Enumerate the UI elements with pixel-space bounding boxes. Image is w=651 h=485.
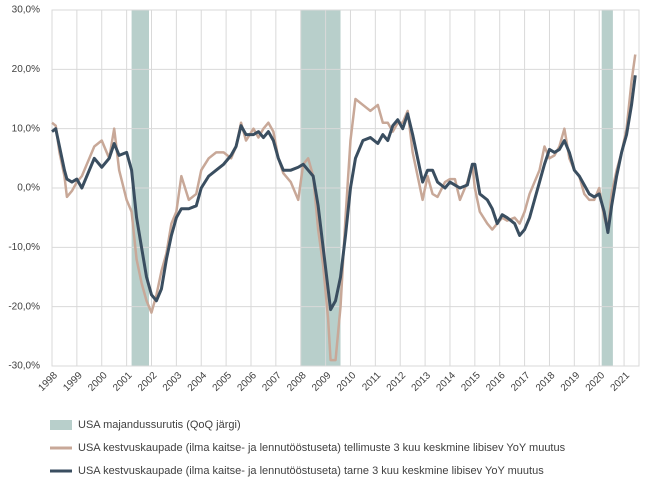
y-tick-label: 0,0% [17,183,40,194]
x-tick-label: 1998 [36,370,60,394]
x-tick-label: 2017 [509,370,533,394]
y-tick-label: -20,0% [8,301,40,312]
legend-swatch [50,420,72,430]
x-tick-label: 2007 [260,370,284,394]
x-tick-label: 2016 [484,370,508,394]
y-tick-label: 10,0% [12,123,40,134]
plot-frame [51,9,640,367]
y-tick-label: 20,0% [12,64,40,75]
x-tick-label: 2013 [410,370,434,394]
x-tick-label: 2003 [161,370,185,394]
x-tick-label: 2018 [534,370,558,394]
series-line [51,75,637,312]
x-tick-label: 2014 [434,370,458,394]
x-tick-label: 2012 [385,370,409,394]
x-tick-label: 2004 [186,370,210,394]
legend-label: USA kestvuskaupade (ilma kaitse- ja lenn… [78,442,566,454]
x-tick-label: 2011 [360,370,383,393]
x-tick-label: 2021 [609,370,633,394]
y-tick-label: -30,0% [8,361,40,372]
x-tick-label: 2015 [459,370,483,394]
legend-label: USA majandussurutis (QoQ järgi) [78,419,241,431]
y-tick-label: 30,0% [12,5,40,16]
legend-label: USA kestvuskaupade (ilma kaitse- ja lenn… [78,465,544,477]
x-tick-label: 2002 [136,370,160,394]
x-tick-label: 2005 [211,370,235,394]
x-tick-label: 2009 [310,370,334,394]
y-tick-label: -10,0% [8,242,40,253]
x-tick-label: 2006 [235,370,259,394]
x-tick-label: 2020 [584,370,608,394]
x-tick-label: 2000 [86,370,110,394]
x-tick-label: 2010 [335,370,359,394]
x-tick-label: 2019 [559,370,583,394]
x-tick-label: 1999 [61,370,85,394]
x-tick-label: 2001 [111,370,135,394]
x-tick-label: 2008 [285,370,309,394]
